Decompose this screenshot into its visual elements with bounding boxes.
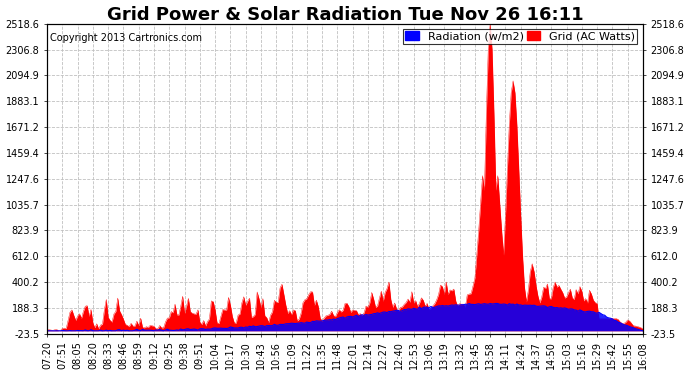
- Title: Grid Power & Solar Radiation Tue Nov 26 16:11: Grid Power & Solar Radiation Tue Nov 26 …: [107, 6, 583, 24]
- Legend: Radiation (w/m2), Grid (AC Watts): Radiation (w/m2), Grid (AC Watts): [403, 29, 638, 44]
- Text: Copyright 2013 Cartronics.com: Copyright 2013 Cartronics.com: [50, 33, 202, 43]
